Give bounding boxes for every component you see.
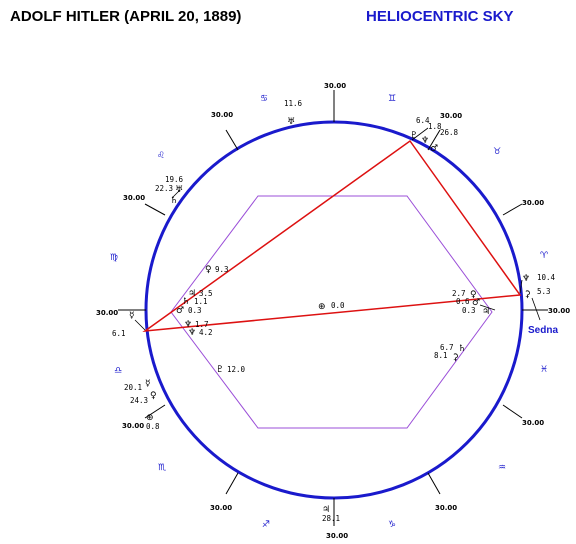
planet-value: 0.3 [188, 306, 202, 315]
pluto-icon: ♇ [410, 131, 418, 141]
sagittarius-sign-icon: ♐ [262, 520, 270, 530]
libra-sign-icon: ♎ [114, 366, 122, 376]
pluto-icon: ♇ [216, 365, 224, 375]
planet-value: 19.6 [165, 175, 184, 184]
venus-icon: ♀ [470, 290, 477, 300]
jupiter-icon: ♃ [322, 505, 330, 515]
tick-label: 30.00 [123, 194, 145, 202]
tick-label: 30.00 [122, 422, 144, 430]
earth-icon: ⊕ [318, 302, 326, 312]
virgo-sign-icon: ♍ [110, 253, 118, 263]
leader-line [171, 189, 181, 199]
neptune-icon: ♆ [188, 328, 196, 338]
chart-subtitle: HELIOCENTRIC SKY [366, 8, 514, 25]
planet-value: 2.7 [452, 289, 466, 298]
planet-value: 20.1 [124, 383, 142, 392]
planet-value: 6.4 [416, 116, 430, 125]
sedna-label: Sedna [528, 325, 558, 336]
planet-value: 1.8 [428, 122, 442, 131]
tick-line [427, 129, 441, 151]
saturn-icon: ♄ [182, 297, 190, 307]
taurus-sign-icon: ♉ [493, 147, 501, 157]
tick-line [225, 472, 239, 495]
gemini-sign-icon: ♊ [388, 94, 396, 104]
planet-value: 9.3 [215, 265, 229, 274]
tick-label: 30.00 [210, 504, 232, 512]
planet-value: 11.6 [284, 99, 303, 108]
leader-line [531, 297, 541, 321]
planet-value: 12.0 [227, 365, 246, 374]
tick-label: 30.00 [548, 307, 570, 315]
leader-line [479, 304, 496, 311]
tick-line [502, 404, 523, 419]
tick-line [502, 203, 523, 216]
mercury-icon: ☿ [145, 379, 151, 389]
tick-label: 30.00 [324, 82, 346, 90]
neptune-icon: ♆ [421, 136, 429, 146]
planet-value: 0.8 [146, 422, 160, 431]
aspect-triangle [142, 139, 522, 333]
pisces-sign-icon: ♓ [540, 365, 548, 375]
jupiter-icon: ♃ [188, 289, 196, 299]
planet-value: 22.3 [155, 184, 173, 193]
tick-label: 30.00 [326, 532, 348, 540]
aries-sign-icon: ♈ [540, 251, 549, 261]
tick-line [144, 404, 166, 419]
planet-value: 8.1 [434, 351, 448, 360]
chart-title: ADOLF HITLER (APRIL 20, 1889) [10, 8, 242, 25]
uranus-icon: ♅ [287, 117, 295, 127]
jupiter-icon: ♃ [482, 307, 490, 317]
planet-value: 1.7 [195, 320, 209, 329]
planet-value: 6.7 [440, 343, 454, 352]
planet-value: 24.3 [130, 396, 148, 405]
tick-line [144, 203, 166, 216]
planet-value: 0.6 [456, 297, 470, 306]
mercury-icon: ☿ [129, 311, 135, 321]
planet-value: 28.1 [322, 514, 340, 523]
hexagon [170, 195, 493, 429]
planet-value: 0.3 [462, 306, 476, 315]
planet-value: 1.1 [194, 297, 208, 306]
leader-lines [134, 127, 541, 331]
neptune-icon: ♆ [184, 320, 192, 330]
saturn-icon: ♄ [170, 196, 178, 206]
planet-value: 26.8 [440, 128, 459, 137]
mars-icon: ♂ [176, 306, 184, 316]
planet-value: 4.2 [199, 328, 213, 337]
tick-label: 30.00 [96, 309, 118, 317]
sedna-icon: ⚳ [452, 353, 459, 363]
tick-line [427, 472, 441, 495]
venus-icon: ♀ [150, 391, 157, 401]
tick-label: 30.00 [440, 112, 462, 120]
cancer-sign-icon: ♋ [260, 94, 268, 104]
tick-label: 30.00 [435, 504, 457, 512]
mars-icon: ♂ [472, 298, 480, 308]
leader-line [411, 127, 429, 141]
tick-line [225, 129, 239, 151]
scorpio-sign-icon: ♏ [158, 463, 166, 473]
planet-value: 6.1 [112, 329, 126, 338]
leader-line [134, 319, 146, 331]
earth-icon: ⊕ [146, 413, 154, 423]
ring-ticks [118, 90, 548, 526]
center-value: 0.0 [331, 301, 345, 310]
aquarius-sign-icon: ♒ [498, 463, 506, 473]
planet-value: 5.3 [537, 287, 551, 296]
tick-label: 30.00 [522, 419, 544, 427]
neptune-icon: ♆ [522, 274, 530, 284]
sedna-icon: ⚳ [524, 290, 531, 300]
planet-value: 3.5 [199, 289, 213, 298]
mars-icon: ♂ [430, 144, 438, 154]
saturn-icon: ♄ [458, 344, 466, 354]
leo-sign-icon: ♌ [157, 151, 165, 161]
tick-label: 30.00 [522, 199, 544, 207]
uranus-icon: ♅ [175, 185, 183, 195]
planet-value: 10.4 [537, 273, 556, 282]
leader-line [519, 279, 523, 294]
tick-label: 30.00 [211, 111, 233, 119]
capricorn-sign-icon: ♑ [388, 520, 396, 530]
venus-icon: ♀ [205, 265, 212, 275]
